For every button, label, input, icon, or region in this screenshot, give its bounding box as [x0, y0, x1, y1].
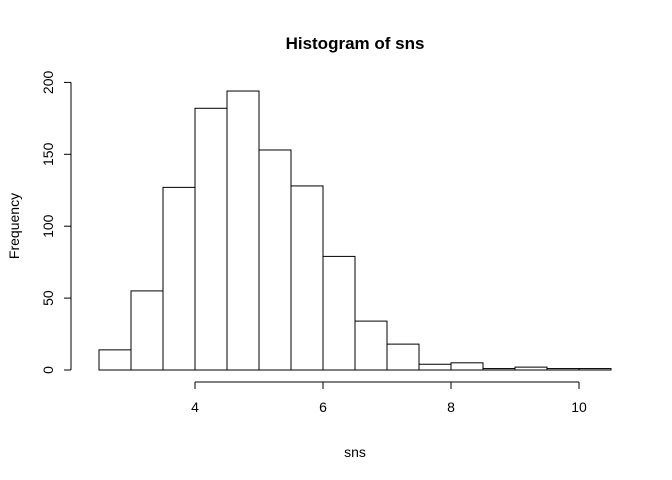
histogram-bar — [290, 185, 324, 371]
x-tick-label: 8 — [447, 399, 455, 415]
histogram-bar — [386, 343, 420, 371]
chart-title: Histogram of sns — [286, 34, 425, 53]
y-tick-label: 50 — [40, 290, 56, 306]
bars-group — [98, 90, 612, 371]
histogram-bar — [226, 90, 260, 371]
x-tick-label: 6 — [319, 399, 327, 415]
histogram-bar — [418, 363, 452, 371]
histogram-bar — [578, 368, 612, 371]
y-tick-label: 200 — [40, 71, 56, 95]
histogram-bar — [98, 349, 132, 371]
x-axis: 4 6 8 10 — [191, 381, 587, 415]
histogram-bar — [130, 290, 164, 371]
y-tick-label: 100 — [40, 214, 56, 238]
histogram-bar — [546, 368, 580, 371]
x-axis-label: sns — [344, 444, 366, 460]
y-axis: 0 50 100 150 200 — [40, 71, 72, 374]
x-tick-label: 4 — [191, 399, 199, 415]
y-axis-label: Frequency — [6, 193, 22, 259]
y-tick-label: 150 — [40, 142, 56, 166]
histogram-bar — [482, 368, 516, 371]
histogram-bar — [258, 149, 292, 371]
histogram-bar — [450, 362, 484, 371]
histogram-bar — [514, 366, 548, 371]
histogram-bar — [194, 107, 228, 371]
histogram-bar — [162, 186, 196, 371]
y-tick-label: 0 — [40, 366, 56, 374]
x-tick-label: 10 — [571, 399, 587, 415]
histogram-bar — [322, 255, 356, 371]
histogram-bar — [354, 320, 388, 371]
